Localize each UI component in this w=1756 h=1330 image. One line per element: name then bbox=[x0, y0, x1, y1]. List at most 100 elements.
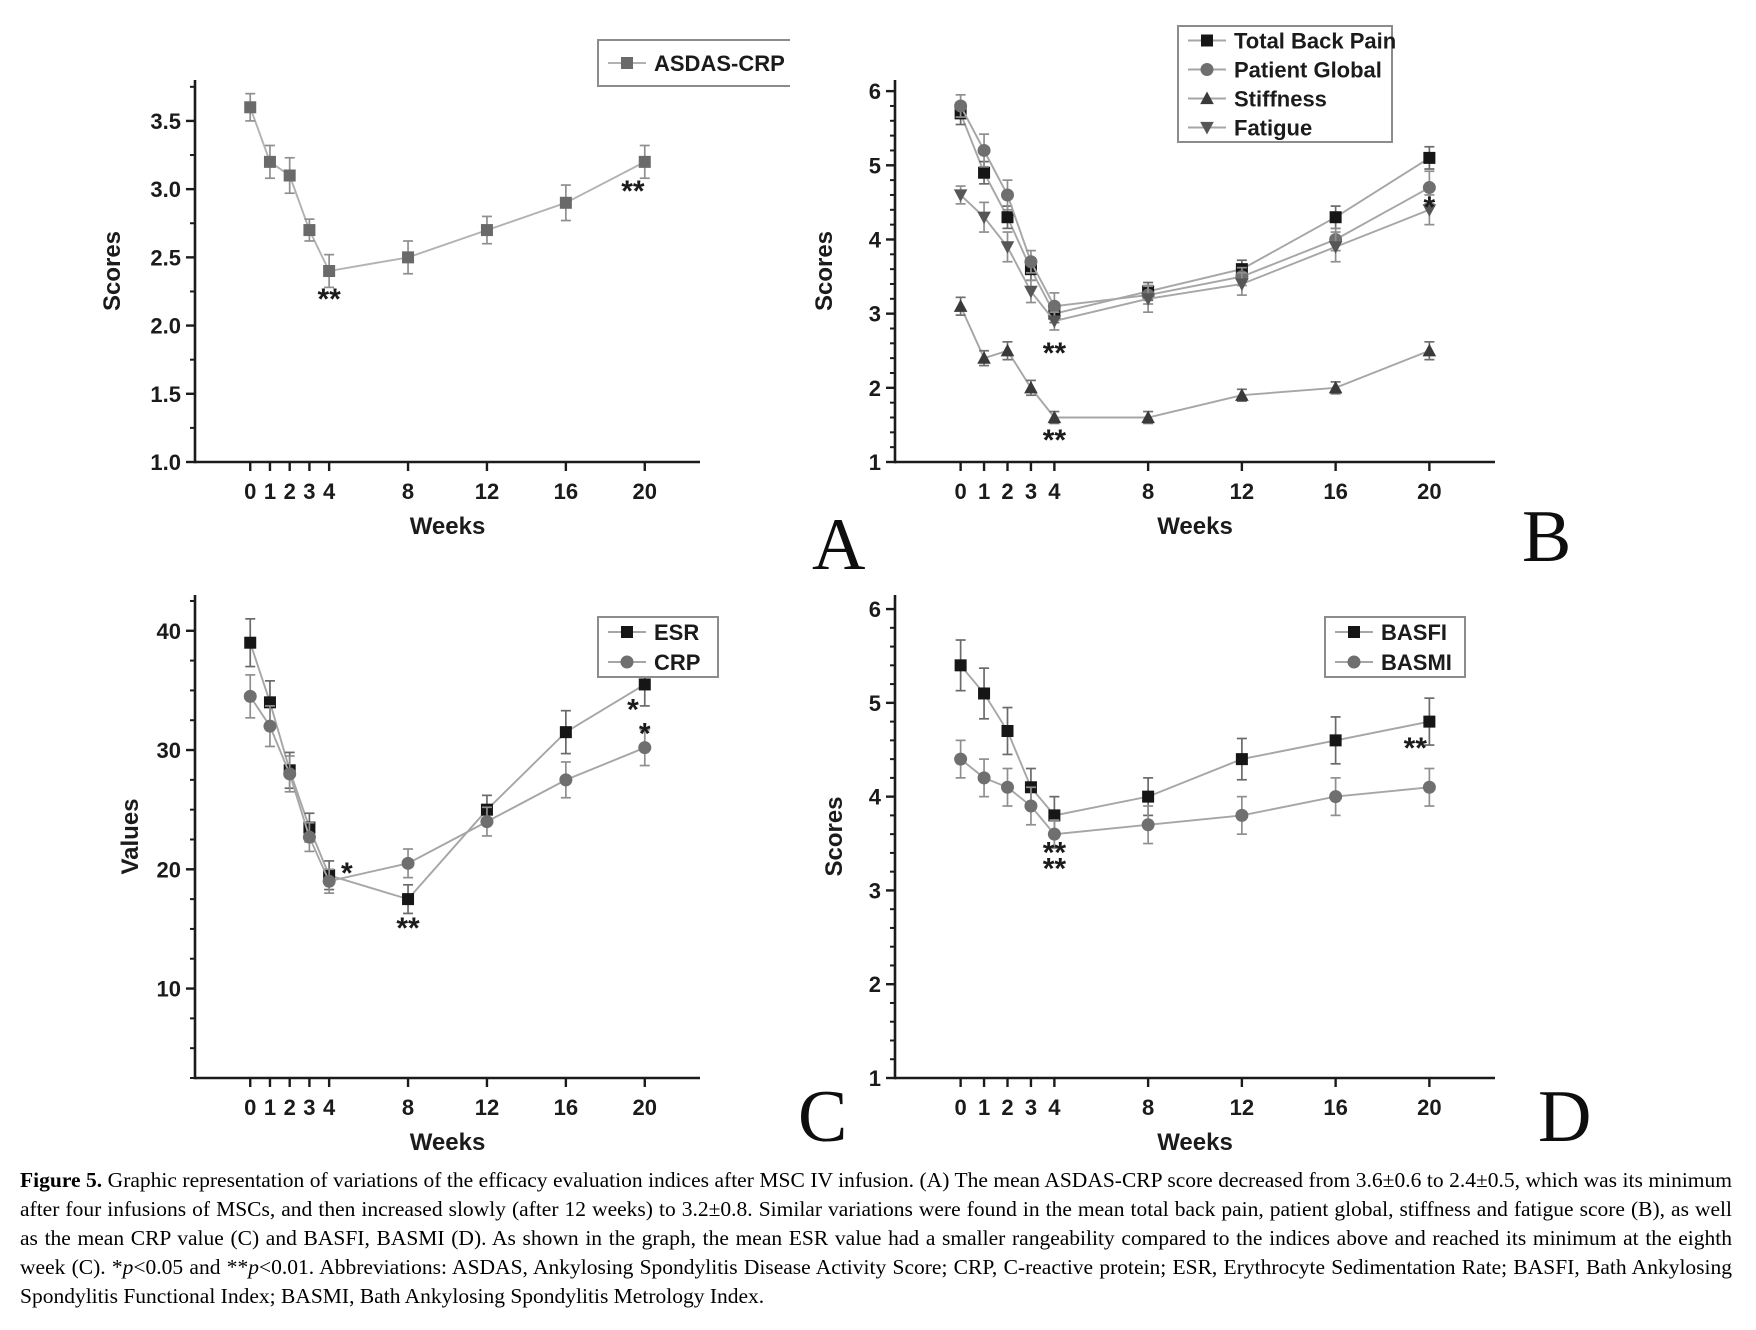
series-basmi bbox=[954, 739, 1436, 850]
y-tick-label: 1 bbox=[869, 450, 881, 475]
x-tick-label: 16 bbox=[1323, 1095, 1347, 1120]
y-tick-label: 2.5 bbox=[150, 245, 181, 270]
y-tick-label: 1.5 bbox=[150, 382, 181, 407]
x-tick-label: 4 bbox=[323, 1095, 336, 1120]
significance-annotation: ** bbox=[1043, 852, 1067, 885]
x-tick-label: 3 bbox=[303, 1095, 315, 1120]
plot-area: 1.01.52.02.53.03.50 1 2 3 4 8 12 16 20WeeksScore… bbox=[99, 39, 797, 540]
y-tick-label: 3 bbox=[869, 302, 881, 327]
panel-letter-d: D bbox=[1538, 1076, 1592, 1158]
series-esr bbox=[244, 618, 651, 915]
caption-segment: <0.01. Abbreviations: ASDAS, Ankylosing … bbox=[20, 1255, 1733, 1309]
panel-a-chart: 1.0 1.5 2.0 2.5 3.0 3.5 0 1 2 3 4 8 12 16 20 Weeks Score… bbox=[0, 0, 797, 545]
legend: ESR CRP bbox=[597, 616, 719, 678]
x-tick-label: 8 bbox=[1142, 1095, 1154, 1120]
x-tick-label: 1 bbox=[264, 1095, 276, 1120]
x-tick-label: 0 bbox=[244, 479, 256, 504]
y-tick-label: 1.0 bbox=[150, 450, 181, 475]
y-tick-label: 5 bbox=[869, 691, 881, 716]
y-axis-label: Values bbox=[117, 798, 144, 874]
y-tick-label: 1 bbox=[869, 1066, 881, 1091]
x-tick-label: 1 bbox=[264, 479, 276, 504]
figure-caption: Figure 5. Graphic representation of vari… bbox=[20, 1166, 1732, 1311]
legend: BASFI BASMI bbox=[1324, 616, 1466, 678]
y-tick-label: 3.0 bbox=[150, 177, 181, 202]
x-tick-label: 20 bbox=[1417, 1095, 1441, 1120]
x-tick-label: 20 bbox=[633, 1095, 657, 1120]
x-tick-label: 20 bbox=[633, 479, 657, 504]
y-tick-label: 5 bbox=[869, 153, 881, 178]
y-tick-label: 20 bbox=[157, 857, 181, 882]
x-axis-label: Weeks bbox=[410, 513, 486, 540]
x-tick-label: 8 bbox=[1142, 479, 1154, 504]
legend-label: Fatigue bbox=[1234, 116, 1312, 141]
x-axis-label: Weeks bbox=[1157, 513, 1233, 540]
panel-letter-c: C bbox=[798, 1076, 848, 1158]
panel-letter-b: B bbox=[1522, 496, 1572, 578]
legend-label: ESR bbox=[654, 620, 699, 645]
significance-annotation: ** bbox=[396, 912, 420, 945]
y-tick-label: 4 bbox=[869, 785, 882, 810]
significance-annotation: * bbox=[639, 717, 651, 750]
x-axis-label: Weeks bbox=[1157, 1129, 1233, 1150]
y-tick-label: 10 bbox=[157, 977, 181, 1002]
series-asdas-crp bbox=[244, 92, 651, 289]
caption-segment: Graphic representation of variations of … bbox=[20, 1168, 1732, 1280]
y-tick-label: 3.5 bbox=[150, 109, 181, 134]
x-tick-label: 16 bbox=[1323, 479, 1347, 504]
x-axis-label: Weeks bbox=[410, 1129, 486, 1150]
series-fatigue bbox=[953, 185, 1437, 331]
series-stiffness bbox=[953, 296, 1437, 425]
x-tick-label: 2 bbox=[1001, 1095, 1013, 1120]
x-tick-label: 4 bbox=[323, 479, 336, 504]
y-tick-label: 6 bbox=[869, 597, 881, 622]
significance-annotation: * bbox=[627, 694, 639, 727]
x-tick-label: 12 bbox=[475, 479, 499, 504]
significance-annotation: * bbox=[341, 857, 353, 890]
legend-label: ASDAS-CRP bbox=[654, 51, 785, 76]
y-tick-label: 2 bbox=[869, 972, 881, 997]
x-tick-label: 3 bbox=[1025, 479, 1037, 504]
x-tick-label: 1 bbox=[978, 479, 990, 504]
series-basfi bbox=[954, 639, 1436, 836]
significance-annotation: ** bbox=[1404, 732, 1428, 765]
series-crp bbox=[243, 674, 652, 894]
significance-annotation: * bbox=[1424, 191, 1436, 224]
x-tick-label: 4 bbox=[1048, 479, 1061, 504]
x-tick-label: 8 bbox=[402, 1095, 414, 1120]
caption-segment: <0.05 and ** bbox=[133, 1255, 249, 1280]
panel-d-chart: 1 2 3 4 5 6 0 1 2 3 4 8 12 16 20 Weeks Scores ** ** ** BASFI… bbox=[780, 545, 1756, 1156]
panel-letter-a: A bbox=[812, 504, 866, 586]
x-tick-label: 20 bbox=[1417, 479, 1441, 504]
caption-segment: p bbox=[248, 1255, 259, 1280]
y-tick-label: 3 bbox=[869, 878, 881, 903]
y-tick-label: 40 bbox=[157, 619, 181, 644]
x-tick-label: 16 bbox=[554, 1095, 578, 1120]
x-tick-label: 0 bbox=[955, 479, 967, 504]
legend: Total Back Pain Patient Global Stiffness Fa… bbox=[1177, 25, 1396, 143]
y-tick-label: 6 bbox=[869, 79, 881, 104]
y-tick-label: 2.0 bbox=[150, 314, 181, 339]
y-axis-label: Scores bbox=[99, 231, 126, 311]
series-patient-global bbox=[954, 93, 1436, 321]
y-axis-label: Scores bbox=[821, 796, 848, 876]
legend: ASDAS-CRP bbox=[597, 39, 797, 87]
legend-label: Total Back Pain bbox=[1234, 29, 1396, 54]
y-tick-label: 2 bbox=[869, 376, 881, 401]
x-tick-label: 2 bbox=[284, 1095, 296, 1120]
legend-label: Patient Global bbox=[1234, 58, 1382, 83]
x-tick-label: 4 bbox=[1048, 1095, 1061, 1120]
x-tick-label: 12 bbox=[475, 1095, 499, 1120]
legend-label: BASMI bbox=[1381, 650, 1452, 675]
x-tick-label: 8 bbox=[402, 479, 414, 504]
significance-annotation: ** bbox=[1043, 337, 1067, 370]
x-tick-label: 3 bbox=[1025, 1095, 1037, 1120]
x-tick-label: 16 bbox=[554, 479, 578, 504]
y-tick-label: 30 bbox=[157, 738, 181, 763]
legend-label: Stiffness bbox=[1234, 87, 1327, 112]
